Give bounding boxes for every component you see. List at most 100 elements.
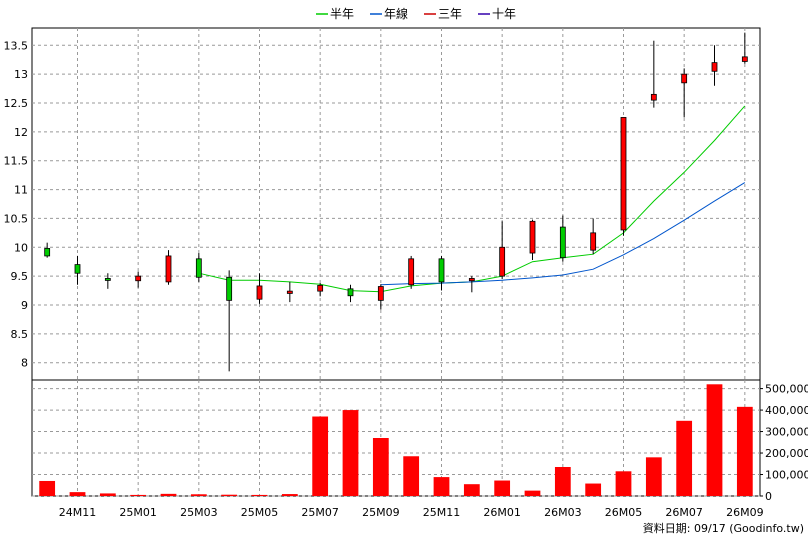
candle-body-19 [620,117,627,231]
volume-bar-6 [221,494,238,496]
volume-bar-9 [312,416,329,496]
candle-body-6 [226,276,233,301]
volume-bar-5 [190,494,207,496]
volume-bar-16 [524,490,541,496]
moving-average-lines [198,105,746,293]
candle-4 [165,250,172,285]
volume-tick-label-5: 500,000 [765,383,808,396]
candle-body-5 [195,258,202,278]
x-tick-label-4: 25M07 [301,506,339,519]
x-tick-label-7: 26M01 [483,506,521,519]
candle-9 [317,283,324,297]
volume-tick-label-4: 400,000 [765,404,808,417]
candle-5 [195,253,202,282]
x-tick-label-11: 26M09 [726,506,764,519]
candle-body-7 [256,285,263,300]
candle-10 [347,284,354,303]
candle-body-15 [499,246,506,277]
candle-body-22 [711,62,718,72]
candle-body-12 [408,258,415,286]
volume-bar-23 [736,406,753,496]
volume-bar-11 [372,438,389,496]
candle-body-17 [559,226,566,259]
volume-tick-label-2: 200,000 [765,447,808,460]
candlesticks [44,32,748,372]
x-tick-label-3: 25M05 [241,506,279,519]
price-axis: 8 8.5 9 9.5 10 10.5 11 11.5 12 12.5 13 13.5 [4,39,29,369]
volume-bar-22 [706,384,723,496]
volume-axis: 0 100,000 200,000 300,000 400,000 500,000 [760,383,808,503]
legend-label-3: 十年 [492,7,516,21]
candle-body-14 [468,278,475,282]
x-axis: 24M11 25M01 25M03 25M05 25M07 25M09 25M11 26M01… [59,506,764,519]
candle-6 [226,270,233,372]
candle-19 [620,117,627,236]
candle-body-8 [286,290,293,294]
candle-7 [256,273,263,304]
candle-body-4 [165,255,172,283]
candle-11 [377,284,384,310]
price-tick-label-6: 11 [14,184,28,197]
candle-18 [590,218,597,255]
candle-20 [650,40,657,108]
candle-0 [44,242,51,258]
candle-body-1 [74,264,81,274]
x-tick-label-8: 26M03 [544,506,582,519]
candle-8 [286,281,293,303]
price-tick-label-0: 8 [21,357,28,370]
volume-bar-12 [403,456,420,496]
candle-12 [408,255,415,289]
price-tick-label-9: 12.5 [4,97,29,110]
price-tick-label-8: 12 [14,126,28,139]
volume-bar-20 [645,457,662,496]
price-tick-label-4: 10 [14,241,28,254]
price-tick-label-1: 8.5 [11,328,29,341]
candle-3 [135,271,142,288]
price-tick-label-11: 13.5 [4,39,29,52]
candle-body-23 [741,56,748,62]
volume-tick-label-1: 100,000 [765,469,808,482]
volume-bar-2 [99,493,116,496]
price-tick-label-5: 10.5 [4,212,29,225]
volume-tick-label-0: 0 [765,490,772,503]
candle-body-9 [317,284,324,292]
volume-bar-13 [433,477,450,496]
candle-22 [711,45,718,86]
candle-body-20 [650,93,657,101]
candle-2 [104,273,111,289]
x-tick-label-6: 25M11 [423,506,461,519]
volume-bar-15 [494,480,511,496]
candle-body-10 [347,288,354,297]
volume-tick-label-3: 300,000 [765,426,808,439]
volume-bar-21 [676,420,693,496]
candle-15 [499,221,506,280]
volume-bar-3 [130,494,147,496]
volume-bar-1 [69,492,86,496]
candle-body-0 [44,248,51,257]
x-tick-label-1: 25M01 [119,506,157,519]
volume-bar-10 [342,410,359,496]
volume-bar-18 [585,483,602,496]
volume-bar-14 [463,484,480,496]
price-tick-label-2: 9 [21,299,28,312]
volume-bar-7 [251,494,268,496]
candle-13 [438,255,445,291]
candle-17 [559,215,566,262]
candle-body-2 [104,278,111,281]
candle-21 [681,68,688,118]
price-grid [31,27,761,497]
candle-body-16 [529,220,536,254]
legend-label-1: 年線 [384,6,408,21]
x-tick-label-9: 26M05 [605,506,643,519]
volume-bar-8 [281,494,298,496]
price-tick-label-10: 13 [14,68,28,81]
volume-bar-19 [615,471,632,496]
volume-bar-4 [160,493,177,496]
x-tick-label-2: 25M03 [180,506,218,519]
candle-body-3 [135,275,142,282]
candle-body-11 [377,286,384,301]
legend-label-0: 半年 [330,7,354,21]
x-tick-label-10: 26M07 [665,506,703,519]
ma-line-0 [198,105,746,293]
